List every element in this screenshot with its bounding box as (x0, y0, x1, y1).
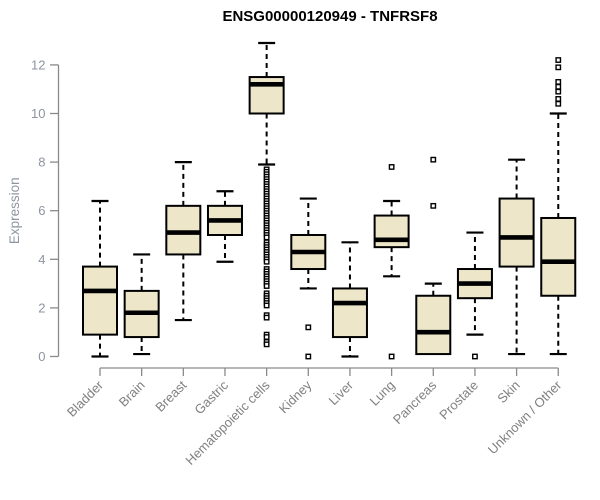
box-breast: Breast (152, 161, 202, 415)
iqr-box (331, 287, 368, 339)
outlier-point (263, 234, 270, 241)
x-tick-label: Prostate (436, 378, 481, 423)
outlier-point (555, 57, 562, 63)
y-tick-label: 0 (38, 349, 45, 364)
outlier-point (263, 334, 270, 340)
outlier-point (263, 314, 270, 321)
chart-title: ENSG00000120949 - TNFRSF8 (222, 8, 438, 25)
x-tick-label: Pancreas (390, 377, 440, 427)
outlier-point (305, 353, 312, 360)
y-tick-label: 10 (31, 106, 45, 121)
outlier-point (555, 79, 562, 85)
iqr-box (82, 265, 118, 336)
iqr-box (498, 197, 535, 268)
outlier-point (472, 353, 478, 360)
x-tick-label: Unknown / Other (485, 377, 565, 457)
outlier-point (555, 100, 562, 107)
y-tick-label: 12 (31, 57, 45, 72)
x-tick-label: Brain (116, 378, 148, 410)
outlier-point (305, 324, 312, 331)
box-liver: Liver (326, 241, 368, 408)
box-lung: Lung (367, 164, 410, 409)
x-tick-label: Bladder (64, 377, 107, 420)
x-tick-label: Lung (367, 378, 398, 409)
outlier-point (388, 353, 395, 360)
outlier-point (263, 283, 270, 289)
outlier-point (430, 202, 437, 209)
box-brain: Brain (116, 253, 160, 410)
outlier-point (555, 64, 562, 71)
x-tick-label: Skin (494, 378, 522, 406)
outlier-point (263, 302, 270, 309)
box-bladder: Bladder (64, 199, 118, 420)
iqr-box (165, 204, 202, 256)
x-tick-label: Kidney (276, 377, 315, 416)
iqr-box (415, 294, 452, 356)
y-tick-label: 6 (38, 203, 45, 218)
box-pancreas: Pancreas (390, 156, 452, 427)
outlier-point (388, 164, 395, 170)
y-axis-title: Expression (7, 177, 22, 244)
outlier-point (555, 88, 562, 95)
y-tick-label: 2 (38, 300, 45, 315)
box-skin: Skin (494, 158, 535, 406)
box-kidney: Kidney (276, 197, 327, 416)
iqr-box (373, 214, 410, 249)
outlier-point (263, 341, 270, 348)
iqr-box (540, 216, 577, 297)
x-tick-label: Liver (326, 377, 357, 408)
x-tick-label: Breast (152, 377, 189, 414)
x-tick-label: Gastric (191, 377, 231, 417)
y-tick-label: 8 (38, 155, 45, 170)
outlier-point (555, 83, 562, 90)
y-tick-label: 4 (38, 252, 45, 267)
outlier-point (263, 258, 270, 265)
outlier-point (555, 96, 562, 102)
outlier-point (430, 156, 437, 163)
